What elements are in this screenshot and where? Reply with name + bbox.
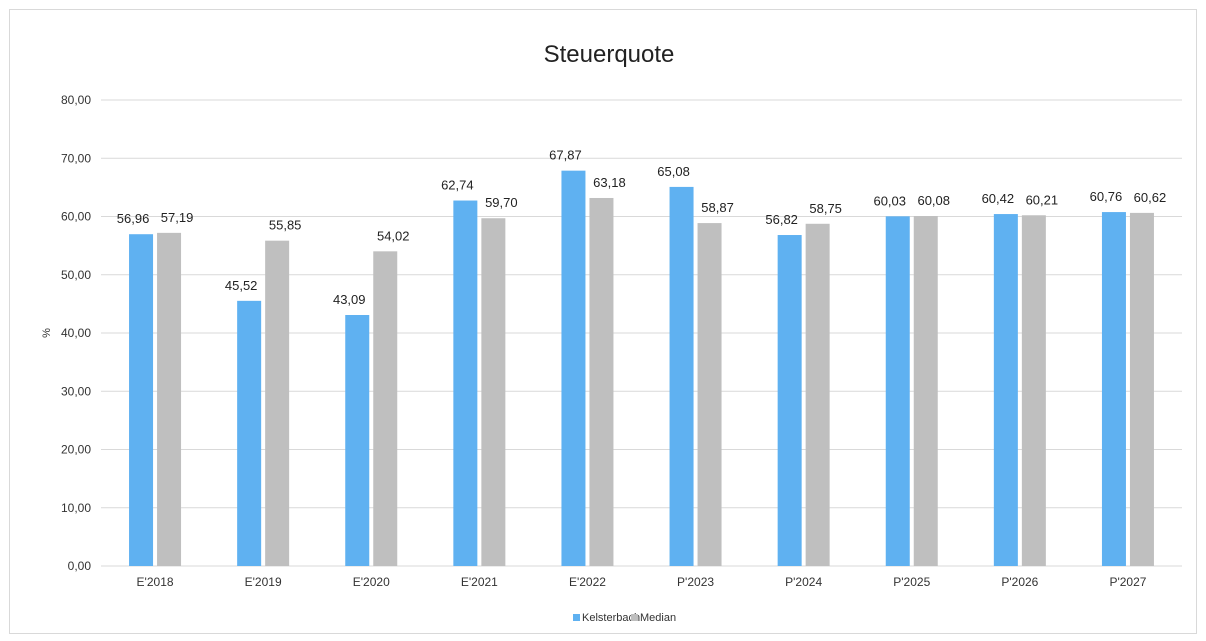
y-tick-label: 60,00: [61, 210, 91, 224]
y-tick-label: 50,00: [61, 268, 91, 282]
data-label-kelsterbach-7: 60,03: [873, 193, 906, 208]
bar-median-8: [1021, 215, 1046, 567]
data-label-median-4: 63,18: [593, 175, 626, 190]
bar-median-9: [1129, 212, 1154, 567]
x-tick-label: P'2025: [893, 575, 930, 589]
bar-kelsterbach-8: [993, 214, 1018, 566]
data-label-median-2: 54,02: [377, 228, 410, 243]
y-tick-label: 70,00: [61, 151, 91, 165]
data-label-median-9: 60,62: [1134, 190, 1167, 205]
bar-kelsterbach-1: [237, 300, 262, 566]
data-label-kelsterbach-8: 60,42: [982, 191, 1015, 206]
legend-swatch-median: [631, 614, 638, 621]
data-label-kelsterbach-2: 43,09: [333, 292, 366, 307]
y-tick-label: 10,00: [61, 501, 91, 515]
data-label-median-5: 58,87: [701, 200, 734, 215]
chart-title: Steuerquote: [544, 41, 675, 68]
x-tick-label: P'2023: [677, 575, 714, 589]
bar-median-6: [805, 223, 830, 566]
data-label-kelsterbach-6: 56,82: [765, 212, 798, 227]
x-tick-label: E'2021: [461, 575, 498, 589]
x-tick-label: P'2027: [1109, 575, 1146, 589]
y-tick-label: 0,00: [68, 559, 92, 573]
bar-kelsterbach-7: [885, 216, 910, 566]
bars: [129, 170, 1154, 567]
data-label-median-7: 60,08: [917, 193, 950, 208]
bar-median-2: [373, 251, 398, 566]
bar-kelsterbach-6: [777, 235, 802, 566]
x-tick-label: E'2019: [245, 575, 282, 589]
y-axis-ticks: 0,00 10,00 20,00 30,00 40,00 50,00 60,00 70,00 8…: [61, 93, 91, 573]
y-axis-label: %: [41, 328, 53, 338]
data-labels: 56,96 57,19 45,52 55,85 43,09 54,02 62,74 59,70…: [117, 148, 1166, 307]
bar-median-3: [481, 218, 506, 566]
bar-kelsterbach-5: [669, 186, 694, 566]
data-label-median-8: 60,21: [1026, 192, 1059, 207]
x-tick-label: E'2022: [569, 575, 606, 589]
data-label-kelsterbach-3: 62,74: [441, 178, 474, 193]
data-label-kelsterbach-9: 60,76: [1090, 189, 1123, 204]
data-label-kelsterbach-5: 65,08: [657, 164, 690, 179]
data-label-median-0: 57,19: [161, 210, 194, 225]
x-tick-label: E'2020: [353, 575, 390, 589]
data-label-kelsterbach-1: 45,52: [225, 278, 258, 293]
bar-median-0: [157, 232, 182, 566]
bar-kelsterbach-3: [453, 200, 478, 567]
bar-median-1: [265, 240, 290, 566]
legend: Kelsterbach Median: [573, 612, 676, 624]
legend-label-kelsterbach: Kelsterbach: [582, 612, 640, 624]
data-label-kelsterbach-4: 67,87: [549, 148, 582, 163]
data-label-kelsterbach-0: 56,96: [117, 211, 150, 226]
x-tick-label: P'2026: [1001, 575, 1038, 589]
x-tick-label: E'2018: [137, 575, 174, 589]
bar-median-5: [697, 223, 722, 566]
bar-kelsterbach-4: [561, 170, 586, 566]
y-tick-label: 20,00: [61, 443, 91, 457]
x-tick-label: P'2024: [785, 575, 822, 589]
data-label-median-1: 55,85: [269, 218, 302, 233]
data-label-median-6: 58,75: [809, 201, 842, 216]
bar-median-7: [913, 216, 938, 566]
data-label-median-3: 59,70: [485, 195, 518, 210]
y-tick-label: 40,00: [61, 326, 91, 340]
legend-label-median: Median: [640, 612, 676, 624]
gridlines: [101, 99, 1182, 567]
bar-kelsterbach-0: [129, 234, 154, 566]
x-axis-ticks: E'2018 E'2019 E'2020 E'2021 E'2022 P'2023 P'20…: [137, 575, 1147, 589]
y-tick-label: 80,00: [61, 93, 91, 107]
bar-kelsterbach-2: [345, 315, 370, 566]
y-tick-label: 30,00: [61, 384, 91, 398]
bar-kelsterbach-9: [1101, 212, 1126, 566]
bar-median-4: [589, 197, 614, 566]
legend-swatch-kelsterbach: [573, 614, 580, 621]
